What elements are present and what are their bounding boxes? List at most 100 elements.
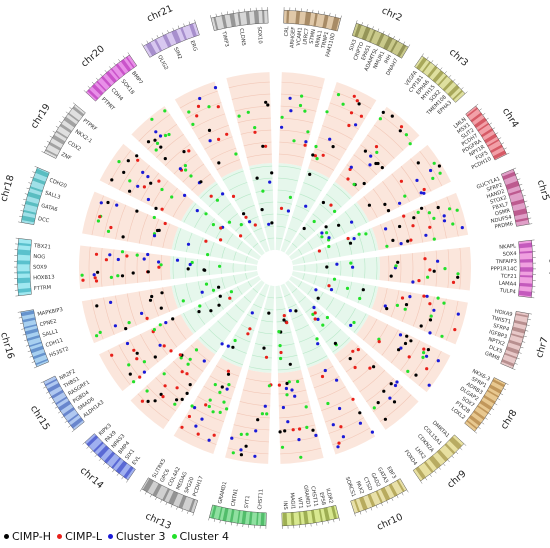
data-point-cluster-3 bbox=[152, 234, 157, 238]
grid-arc bbox=[253, 303, 262, 309]
grid-arc bbox=[242, 389, 271, 395]
ideogram-tick bbox=[498, 137, 502, 140]
data-point-cimp-l bbox=[140, 399, 144, 403]
grid-arc bbox=[161, 323, 178, 348]
ideogram-tick bbox=[51, 401, 55, 404]
data-point-cluster-3 bbox=[281, 405, 285, 410]
ideogram-band bbox=[295, 10, 301, 25]
data-point-cimp-l bbox=[228, 296, 232, 300]
ideogram-band bbox=[376, 33, 385, 47]
ideogram-band bbox=[368, 29, 376, 43]
data-point-cluster-4 bbox=[327, 244, 331, 249]
data-point-cluster-4 bbox=[227, 383, 231, 387]
data-point-cimp-h bbox=[180, 397, 184, 401]
grid-arc bbox=[237, 241, 243, 250]
ideogram-tick bbox=[90, 450, 93, 453]
grid-arc bbox=[339, 345, 359, 363]
ideogram-band bbox=[331, 16, 340, 31]
data-point-cimp-h bbox=[154, 206, 158, 210]
data-point-cluster-4 bbox=[218, 390, 222, 394]
grid-arc bbox=[284, 239, 291, 243]
data-point-cimp-l bbox=[277, 383, 281, 387]
grid-arc bbox=[228, 81, 270, 89]
gene-label: EBF3 bbox=[385, 466, 397, 480]
grid-arc bbox=[264, 308, 274, 311]
grid-arc bbox=[287, 303, 297, 309]
chromosome-label: chr15 bbox=[28, 404, 52, 433]
ideogram-tick bbox=[31, 361, 35, 363]
ideogram-tick bbox=[95, 77, 99, 81]
gene-label: NKX2-1 bbox=[74, 129, 93, 145]
ideogram-band bbox=[444, 443, 456, 455]
data-point-cimp-l bbox=[264, 355, 269, 359]
data-point-cluster-3 bbox=[350, 220, 354, 224]
data-point-cimp-l bbox=[219, 238, 223, 242]
gene-label: ZNF bbox=[60, 152, 72, 162]
ideogram-band bbox=[480, 128, 494, 138]
data-point-cimp-l bbox=[81, 278, 85, 282]
grid-arc bbox=[322, 125, 353, 140]
grid-arc bbox=[302, 345, 322, 354]
ideogram-tick bbox=[489, 122, 492, 125]
grid-arc bbox=[150, 218, 160, 246]
ideogram-band bbox=[142, 478, 154, 493]
ideogram-tick bbox=[527, 212, 531, 214]
ideogram-tick bbox=[161, 32, 164, 36]
grid-arc bbox=[344, 308, 356, 326]
data-point-cluster-4 bbox=[448, 207, 452, 211]
data-point-cluster-3 bbox=[442, 214, 446, 218]
ideogram-band bbox=[322, 14, 329, 29]
ideogram-tick bbox=[381, 502, 383, 506]
data-point-cluster-3 bbox=[207, 438, 211, 442]
grid-arc bbox=[278, 401, 310, 407]
grid-arc bbox=[222, 170, 244, 181]
grid-arc bbox=[247, 248, 253, 255]
ideogram-band bbox=[67, 413, 79, 423]
ideogram-tick bbox=[126, 479, 129, 483]
ideogram-band bbox=[22, 317, 36, 323]
data-point-cimp-h bbox=[348, 357, 352, 361]
data-point-cimp-h bbox=[403, 341, 408, 346]
data-point-cimp-l bbox=[321, 153, 325, 157]
legend-label: CIMP-H bbox=[12, 530, 52, 543]
ideogram-band bbox=[486, 389, 499, 398]
data-point-cimp-h bbox=[270, 221, 274, 225]
gene-label: CDH11 bbox=[45, 337, 64, 348]
ideogram-band bbox=[72, 106, 85, 117]
data-point-cimp-h bbox=[96, 270, 100, 274]
data-point-cimp-h bbox=[197, 310, 201, 314]
grid-arc bbox=[391, 219, 400, 247]
ideogram-band bbox=[501, 359, 515, 367]
data-point-cimp-l bbox=[407, 355, 411, 359]
data-point-cimp-l bbox=[428, 225, 432, 229]
ideogram-band bbox=[52, 134, 66, 145]
chromosome-label: chr21 bbox=[145, 3, 174, 24]
data-point-cluster-4 bbox=[352, 182, 356, 186]
grid-arc bbox=[307, 170, 328, 181]
grid-arc bbox=[380, 224, 388, 249]
data-point-cluster-3 bbox=[369, 154, 373, 158]
data-point-cimp-l bbox=[399, 179, 403, 183]
ideogram-tick bbox=[406, 489, 409, 493]
grid-arc bbox=[259, 293, 266, 297]
grid-arc bbox=[178, 426, 217, 445]
grid-arc bbox=[325, 329, 342, 343]
gene-label: GRAMD1 bbox=[302, 485, 311, 508]
gene-label: OLIG2 bbox=[156, 54, 169, 71]
ideogram-tick bbox=[361, 22, 363, 26]
data-point-cluster-4 bbox=[431, 176, 435, 180]
ideograms bbox=[14, 7, 536, 529]
grid-arc bbox=[332, 427, 371, 446]
ideogram-tick bbox=[62, 116, 66, 119]
ideogram-band bbox=[390, 40, 399, 53]
ideogram-tick bbox=[192, 512, 194, 516]
grid-arc bbox=[411, 253, 414, 284]
gene-label: CDX2 bbox=[66, 140, 81, 153]
data-point-cluster-4 bbox=[98, 330, 102, 334]
ideogram-band bbox=[508, 339, 522, 347]
data-point-cluster-4 bbox=[179, 356, 183, 360]
ideogram-tick bbox=[457, 83, 460, 86]
ideogram-band bbox=[24, 328, 39, 335]
data-point-cimp-l bbox=[337, 441, 341, 445]
ideogram-tick bbox=[494, 403, 498, 406]
